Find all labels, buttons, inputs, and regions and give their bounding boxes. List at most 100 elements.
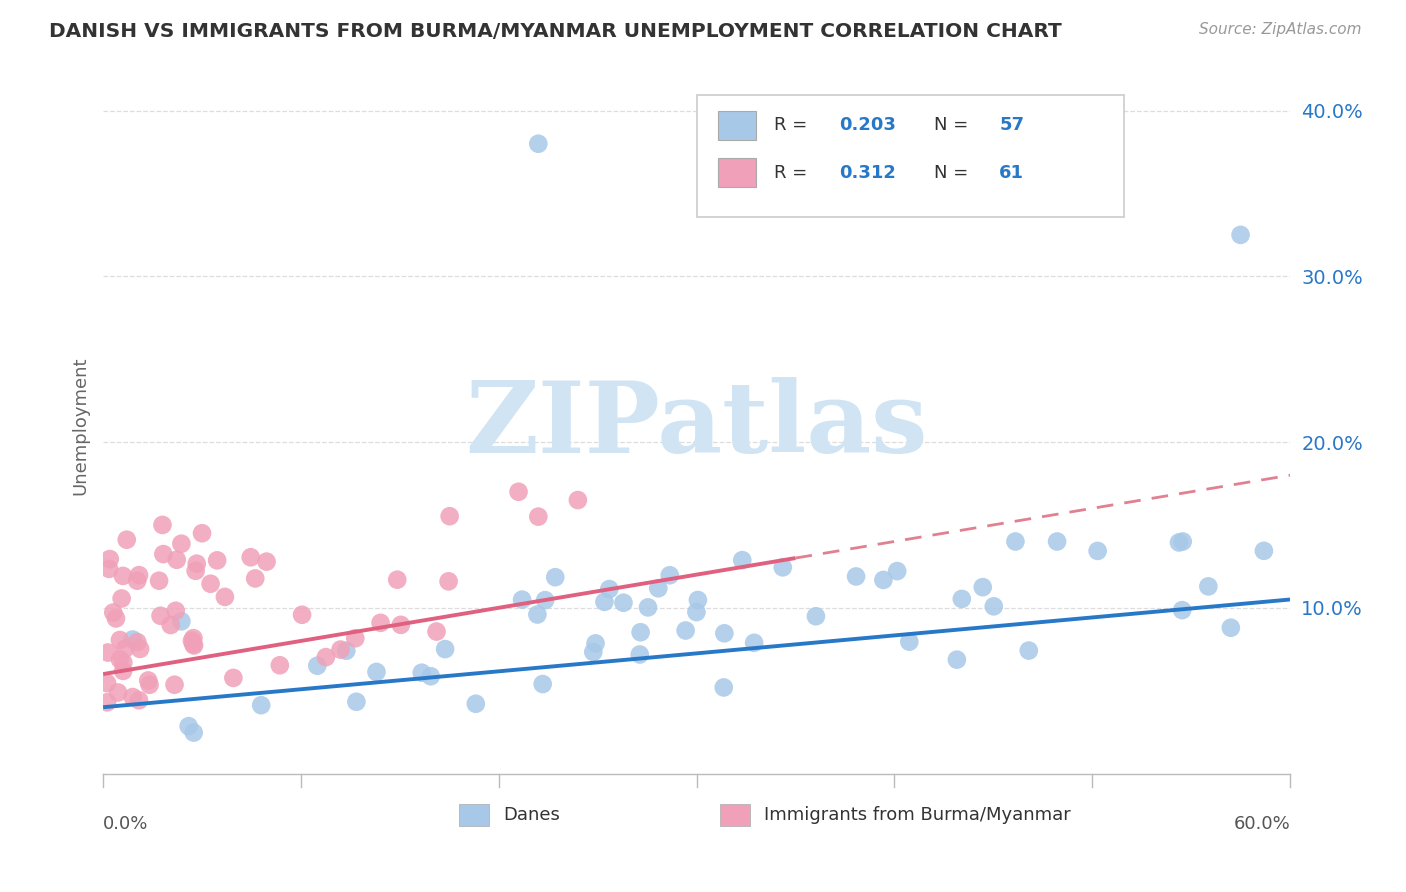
Point [1168,535,1191,549]
Text: R =: R = [773,164,813,182]
Point [200,576,222,591]
Point [972,580,994,594]
Text: 57: 57 [1000,117,1024,135]
Point [630,625,652,640]
Point [96,676,118,690]
Point [526,607,548,622]
Point [946,653,969,667]
Point [121,690,143,704]
Point [675,624,697,638]
Point [186,557,208,571]
Point [239,550,262,565]
Point [165,604,187,618]
Point [886,564,908,578]
Point [148,574,170,588]
Point [898,634,921,648]
Point [96,695,118,709]
Point [121,632,143,647]
Point [205,553,228,567]
Point [307,658,329,673]
Point [1004,534,1026,549]
FancyBboxPatch shape [720,805,749,826]
Point [111,569,134,583]
Point [108,652,131,666]
Point [598,582,620,596]
Point [184,564,207,578]
Text: N =: N = [934,164,974,182]
Point [567,493,589,508]
Text: 61: 61 [1000,164,1024,182]
Point [105,611,128,625]
Point [129,642,152,657]
Point [464,697,486,711]
Y-axis label: Unemployment: Unemployment [72,356,89,495]
Text: 0.203: 0.203 [839,117,896,135]
Text: Danes: Danes [503,806,560,824]
Point [152,517,174,532]
Point [1229,227,1251,242]
Point [128,568,150,582]
Point [983,599,1005,614]
Text: 0.0%: 0.0% [103,815,149,833]
Point [181,637,204,651]
Text: Source: ZipAtlas.com: Source: ZipAtlas.com [1198,22,1361,37]
Point [152,547,174,561]
Point [637,600,659,615]
Point [107,685,129,699]
Point [1219,621,1241,635]
Point [180,633,202,648]
Point [1018,643,1040,657]
Point [136,673,159,688]
Point [628,648,651,662]
Point [742,636,765,650]
Point [439,509,461,524]
Point [731,553,754,567]
Point [534,593,557,607]
Point [508,484,530,499]
Point [245,571,267,585]
Point [686,593,709,607]
Point [419,669,441,683]
Point [98,562,121,576]
Point [531,677,554,691]
Point [1253,544,1275,558]
Point [183,639,205,653]
Point [387,573,409,587]
Point [166,553,188,567]
Text: 60.0%: 60.0% [1233,815,1291,833]
Point [112,656,135,670]
Point [612,596,634,610]
Point [315,650,337,665]
FancyBboxPatch shape [460,805,489,826]
Point [112,664,135,678]
Point [585,636,607,650]
Point [527,509,550,524]
Point [183,725,205,739]
Point [950,591,973,606]
Point [177,719,200,733]
Point [804,609,827,624]
Point [647,581,669,595]
Text: R =: R = [773,117,813,135]
Point [170,537,193,551]
Point [772,560,794,574]
Point [103,606,125,620]
Point [1046,534,1069,549]
Point [713,626,735,640]
Point [582,645,605,659]
Point [163,678,186,692]
Point [658,568,681,582]
Point [114,641,136,656]
FancyBboxPatch shape [718,111,756,140]
Point [389,618,412,632]
Point [170,615,193,629]
Point [329,642,352,657]
Point [128,693,150,707]
Text: DANISH VS IMMIGRANTS FROM BURMA/MYANMAR UNEMPLOYMENT CORRELATION CHART: DANISH VS IMMIGRANTS FROM BURMA/MYANMAR … [49,22,1062,41]
Point [159,618,181,632]
Point [97,646,120,660]
Point [138,678,160,692]
Point [108,632,131,647]
Point [222,671,245,685]
Point [434,642,457,657]
